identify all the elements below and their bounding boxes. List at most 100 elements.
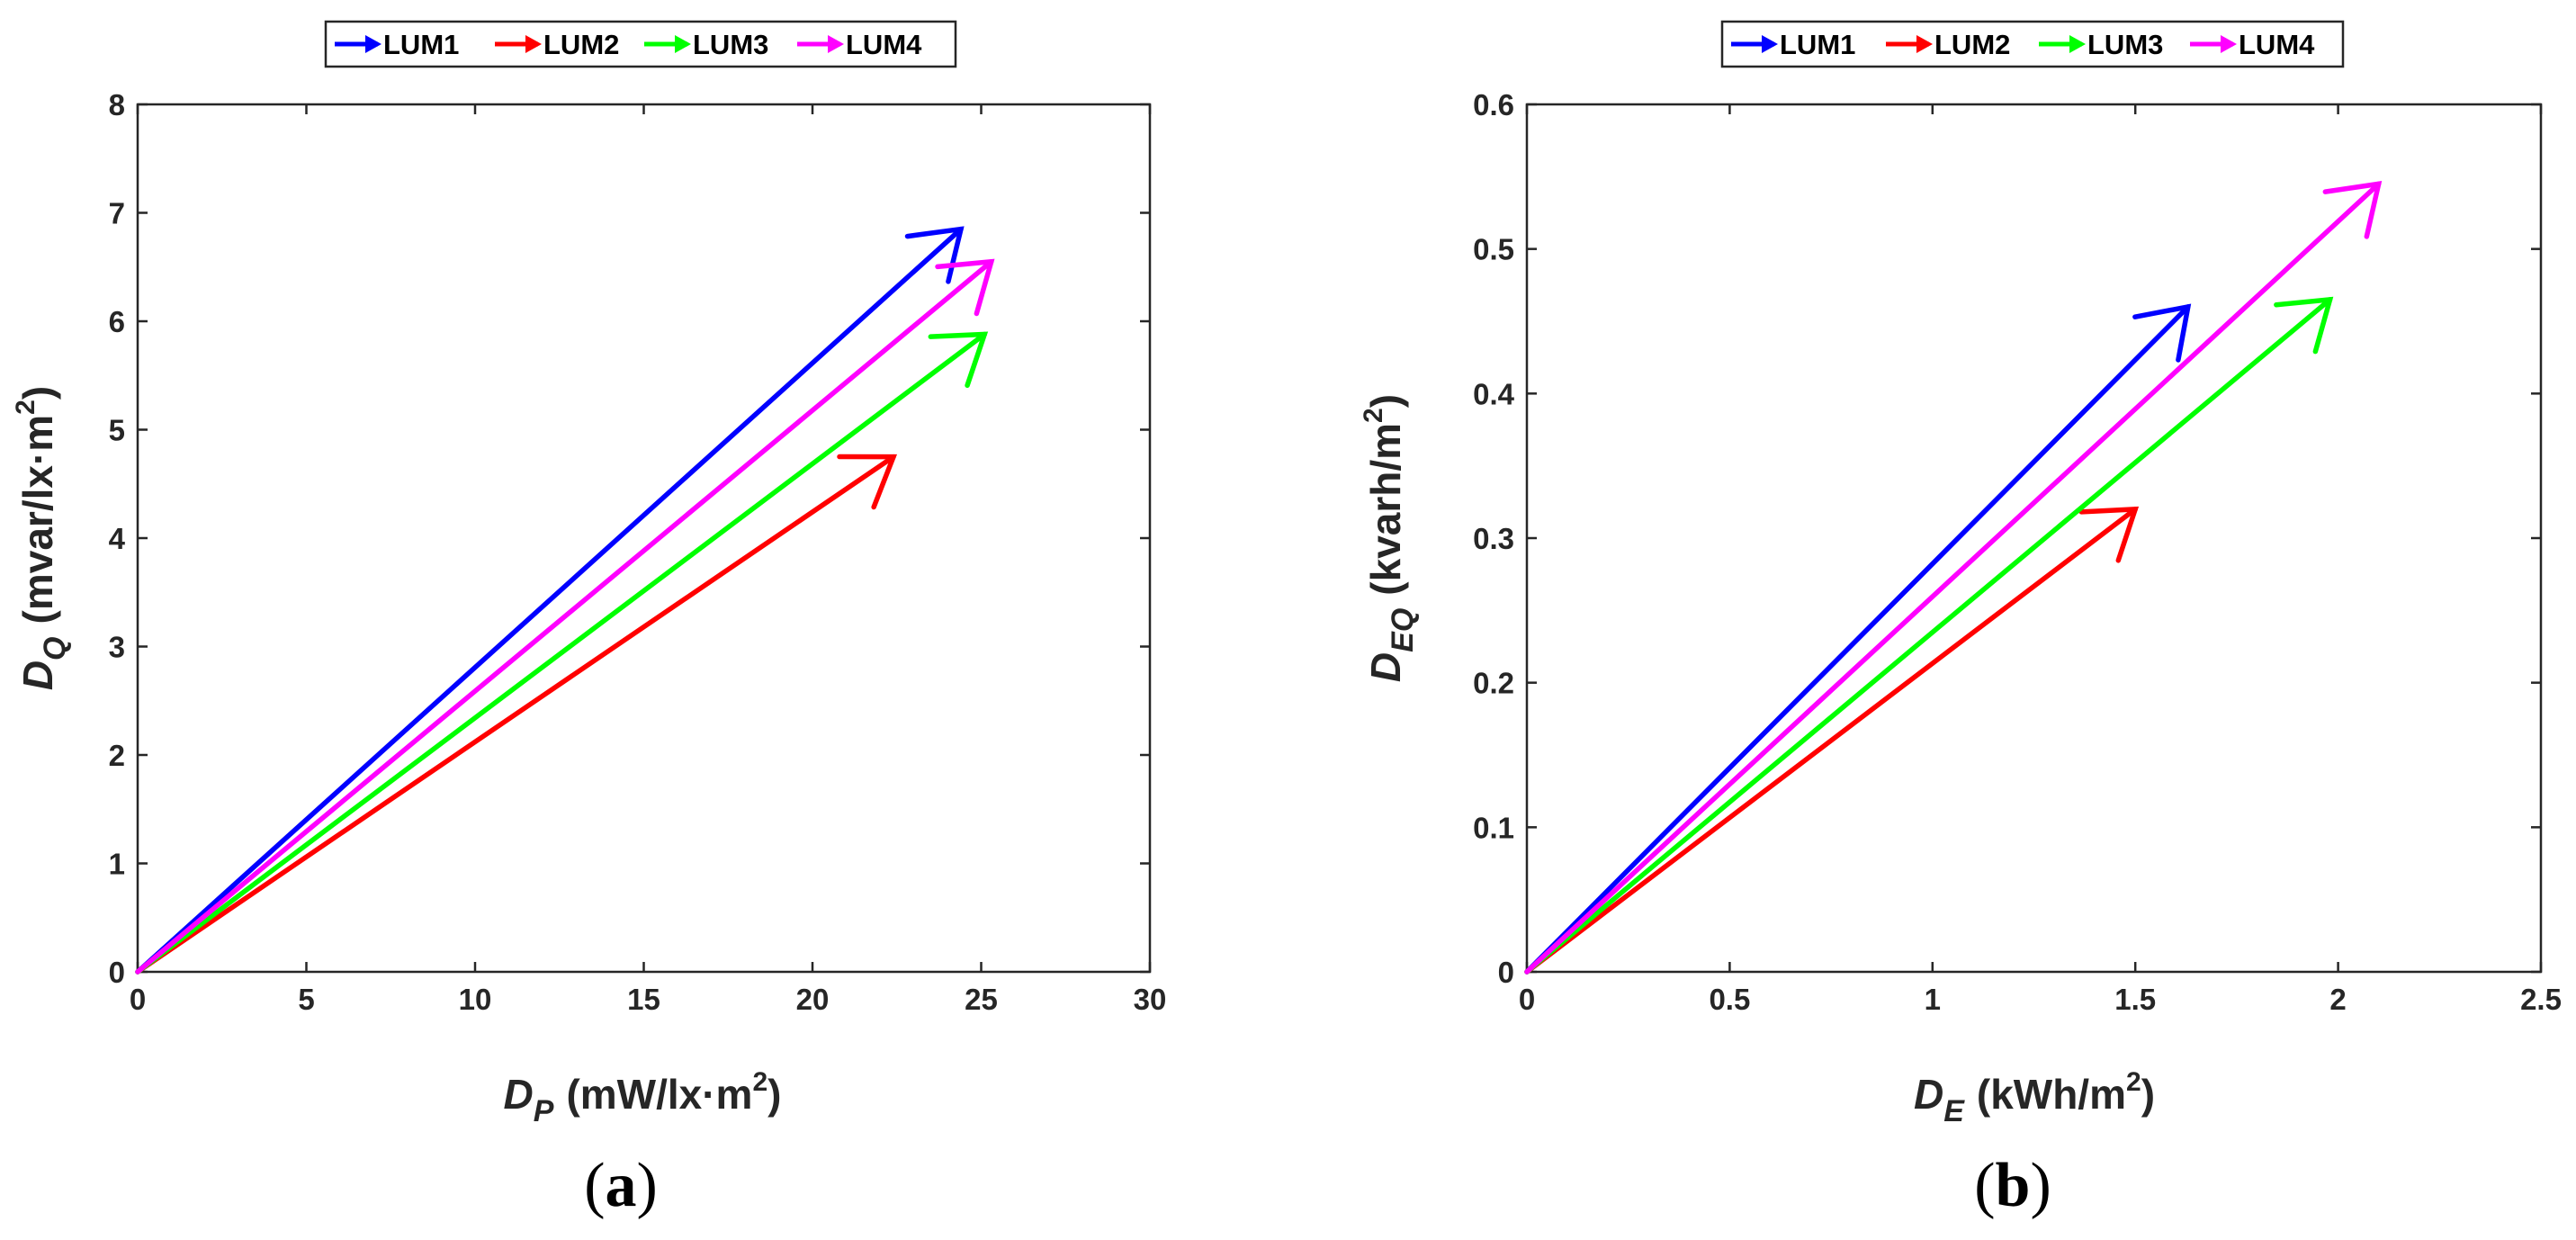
panel-label-letter: a xyxy=(606,1151,637,1220)
x-tick-label: 5 xyxy=(298,983,314,1016)
y-axis-title: DQ (mvar/lx·m2) xyxy=(11,386,72,690)
legend-swatch-arrowhead xyxy=(675,35,691,53)
legend-label: LUM2 xyxy=(1934,29,2010,60)
arrow-shaft xyxy=(1524,507,2138,975)
legend-swatch-arrowhead xyxy=(1916,35,1933,53)
series-arrow-lum3 xyxy=(1524,296,2334,975)
legend-label: LUM3 xyxy=(693,29,768,60)
x-tick-label: 1.5 xyxy=(2114,983,2156,1016)
x-tick-label: 20 xyxy=(796,983,830,1016)
x-axis-title: DE (kWh/m2) xyxy=(1914,1067,2155,1128)
y-tick-label: 3 xyxy=(109,631,125,664)
arrow-head xyxy=(2132,303,2192,363)
arrow-head xyxy=(2078,506,2140,563)
y-axis-subscript: Q xyxy=(38,636,72,660)
legend-item-lum1: LUM1 xyxy=(1731,29,1855,60)
arrow-head xyxy=(2322,181,2383,239)
series-arrow-lum2 xyxy=(135,454,898,975)
series-arrow-lum3 xyxy=(135,331,989,975)
legend-item-lum4: LUM4 xyxy=(797,29,922,60)
series-arrow-lum4 xyxy=(1524,181,2383,975)
legend-swatch-arrowhead xyxy=(365,35,381,53)
legend-swatch-arrowhead xyxy=(525,35,542,53)
panel-label-close: ) xyxy=(2030,1151,2051,1220)
y-tick-label: 0.3 xyxy=(1473,522,1514,555)
x-tick-label: 10 xyxy=(459,983,492,1016)
y-axis-subscript: EQ xyxy=(1386,608,1420,652)
x-tick-label: 25 xyxy=(965,983,998,1016)
arrow-shaft xyxy=(135,454,896,975)
arrow-shaft xyxy=(1524,297,2333,975)
panel-label-open: ( xyxy=(584,1151,605,1220)
y-axis-superscript: 2 xyxy=(11,400,40,415)
x-axis-symbol: D xyxy=(1914,1071,1943,1118)
y-tick-label: 8 xyxy=(109,88,125,121)
legend-label: LUM2 xyxy=(543,29,619,60)
x-tick-label: 30 xyxy=(1134,983,1167,1016)
x-tick-label: 0 xyxy=(130,983,146,1016)
arrow-shaft xyxy=(135,331,987,975)
x-axis-units: (mW/lx·m xyxy=(566,1071,752,1118)
y-axis-symbol: D xyxy=(1362,652,1409,682)
y-tick-label: 5 xyxy=(109,414,125,447)
arrow-shaft xyxy=(135,258,994,975)
legend-label: LUM3 xyxy=(2087,29,2163,60)
panel-label-close: ) xyxy=(637,1151,658,1220)
x-tick-label: 0 xyxy=(1519,983,1535,1016)
legend-box xyxy=(1720,20,2345,68)
legend-item-lum4: LUM4 xyxy=(2190,29,2315,60)
arrow-head xyxy=(2274,296,2334,355)
legend-box xyxy=(324,20,957,68)
y-axis-title: DEQ (kvarh/m2) xyxy=(1359,394,1420,682)
y-axis-close: ) xyxy=(14,386,61,400)
y-tick-label: 7 xyxy=(109,197,125,230)
x-axis-symbol: D xyxy=(504,1071,534,1118)
arrow-head xyxy=(935,258,995,317)
legend-item-lum3: LUM3 xyxy=(644,29,768,60)
x-axis-subscript: E xyxy=(1943,1094,1965,1128)
y-tick-label: 0.2 xyxy=(1473,667,1514,700)
legend: LUM1 LUM2 LUM3 LUM4 xyxy=(324,20,957,68)
arrow-head xyxy=(928,331,989,389)
x-axis-units: (kWh/m xyxy=(1977,1071,2126,1118)
x-axis-close: ) xyxy=(2141,1071,2155,1118)
legend-item-lum1: LUM1 xyxy=(335,29,459,60)
plot-area xyxy=(136,103,1152,974)
x-axis-superscript: 2 xyxy=(2126,1067,2141,1097)
x-tick-label: 2 xyxy=(2329,983,2346,1016)
x-axis-title: DP (mW/lx·m2) xyxy=(504,1067,782,1128)
y-tick-label: 0.6 xyxy=(1473,88,1514,121)
y-axis-units: (mvar/lx·m xyxy=(14,415,61,624)
y-tick-label: 4 xyxy=(109,522,126,555)
y-tick-label: 0.5 xyxy=(1473,233,1514,266)
panel-label-letter: b xyxy=(1996,1151,2031,1220)
legend-label: LUM1 xyxy=(1780,29,1855,60)
chart-panel-b: 0 0.5 1 1.5 2 2.500.10.20.30.40.50.6DE (kWh/m2… xyxy=(1359,20,2562,1220)
x-axis-subscript: P xyxy=(534,1094,554,1128)
y-tick-label: 6 xyxy=(109,305,125,338)
y-tick-label: 2 xyxy=(109,739,125,772)
series-arrow-lum2 xyxy=(1524,506,2140,975)
x-tick-label: 1 xyxy=(1925,983,1941,1016)
y-axis-close: ) xyxy=(1362,394,1409,408)
x-axis-close: ) xyxy=(767,1071,781,1118)
arrow-shaft xyxy=(1524,304,2191,975)
panel-label-open: ( xyxy=(1974,1151,1995,1220)
series-arrow-lum1 xyxy=(1524,303,2192,975)
y-tick-label: 1 xyxy=(109,848,125,881)
legend-swatch-arrowhead xyxy=(1762,35,1778,53)
legend-label: LUM4 xyxy=(2239,29,2315,60)
legend-item-lum2: LUM2 xyxy=(1886,29,2010,60)
legend-swatch-arrowhead xyxy=(2221,35,2237,53)
legend-swatch-arrowhead xyxy=(2069,35,2086,53)
y-tick-label: 0 xyxy=(1498,956,1514,989)
panel-label: (a) xyxy=(584,1151,658,1220)
legend-item-lum2: LUM2 xyxy=(495,29,619,60)
y-tick-label: 0.4 xyxy=(1473,377,1515,410)
x-tick-label: 2.5 xyxy=(2520,983,2562,1016)
y-axis-units: (kvarh/m xyxy=(1362,423,1409,596)
arrow-head xyxy=(837,454,898,510)
y-tick-label: 0.1 xyxy=(1473,811,1514,844)
